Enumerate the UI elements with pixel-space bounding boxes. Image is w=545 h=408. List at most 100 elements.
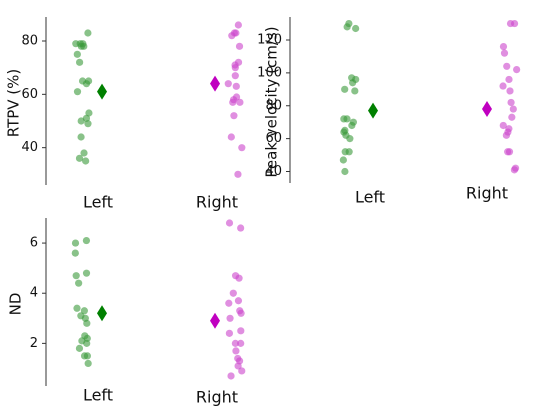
point	[341, 148, 349, 156]
point	[230, 112, 238, 120]
point	[238, 144, 246, 152]
point	[72, 272, 80, 280]
point	[227, 372, 235, 380]
point	[83, 319, 91, 327]
point	[225, 219, 234, 227]
point	[228, 32, 236, 40]
point	[351, 87, 359, 95]
x-tick-label: Right	[466, 184, 508, 203]
point	[234, 170, 242, 178]
point	[348, 121, 356, 130]
point	[82, 269, 91, 277]
point	[237, 327, 245, 335]
point	[84, 29, 92, 37]
point	[84, 120, 92, 128]
point	[80, 352, 89, 360]
point	[232, 347, 240, 355]
point	[234, 297, 243, 305]
y-tick-label: 40	[265, 164, 282, 179]
point	[235, 274, 243, 282]
point	[75, 154, 84, 162]
x-tick-label: Right	[196, 193, 238, 212]
y-axis-label: ND	[7, 293, 25, 316]
y-tick-label: 120	[257, 33, 282, 48]
point	[83, 339, 91, 347]
point	[231, 72, 239, 80]
y-axis-label: Peak velocity (cm/s)	[263, 26, 281, 177]
point	[503, 62, 511, 70]
point	[231, 64, 239, 72]
point	[226, 314, 234, 322]
point	[506, 87, 514, 95]
point	[237, 224, 245, 232]
x-tick-label: Left	[355, 188, 385, 207]
x-tick-label: Left	[83, 193, 113, 212]
point	[499, 42, 508, 51]
point	[504, 148, 512, 156]
y-tick-label: 4	[30, 286, 38, 301]
y-tick-label: 40	[21, 140, 38, 155]
y-tick-label: 60	[21, 87, 38, 102]
y-tick-label: 80	[265, 98, 282, 113]
point	[237, 339, 245, 347]
y-tick-label: 2	[30, 336, 38, 351]
point	[499, 82, 507, 90]
point	[505, 75, 513, 84]
point	[75, 279, 83, 287]
point	[500, 49, 509, 57]
point	[85, 109, 93, 117]
point	[341, 167, 349, 176]
point	[502, 131, 510, 139]
point	[352, 24, 360, 33]
point	[82, 157, 90, 165]
point	[234, 362, 242, 370]
point	[343, 23, 351, 31]
point	[77, 117, 85, 125]
y-tick-label: 60	[265, 131, 282, 146]
point	[227, 133, 235, 141]
point	[225, 329, 233, 337]
y-tick-label: 80	[21, 34, 38, 49]
y-tick-label: 6	[30, 236, 38, 251]
point	[499, 121, 507, 130]
point	[236, 98, 244, 106]
point	[82, 236, 91, 245]
point	[73, 304, 81, 312]
point	[73, 50, 81, 58]
point	[77, 133, 85, 141]
point	[510, 166, 519, 174]
point	[82, 80, 91, 88]
x-tick-label: Right	[196, 388, 238, 407]
point	[76, 58, 84, 66]
point	[80, 42, 88, 50]
point	[84, 359, 92, 368]
point	[506, 19, 515, 28]
point	[229, 289, 237, 297]
point	[339, 156, 347, 164]
x-tick-label: Left	[83, 386, 113, 405]
point	[343, 115, 351, 123]
y-tick-label: 100	[257, 65, 282, 80]
mean-marker	[97, 83, 107, 100]
point	[346, 135, 354, 143]
point	[238, 367, 246, 375]
mean-marker	[210, 75, 220, 92]
point	[235, 42, 244, 50]
point	[231, 339, 239, 347]
point	[508, 113, 516, 121]
point	[73, 88, 82, 96]
point	[80, 149, 88, 157]
point	[234, 21, 242, 29]
point	[349, 79, 357, 87]
point	[225, 299, 233, 307]
y-axis-label: RTPV (%)	[5, 69, 23, 138]
point	[75, 344, 84, 352]
point	[71, 239, 80, 247]
mean-marker	[210, 312, 220, 329]
point	[224, 80, 232, 88]
point	[71, 249, 79, 257]
point	[513, 65, 521, 74]
mean-marker	[97, 305, 107, 322]
point	[232, 82, 240, 90]
